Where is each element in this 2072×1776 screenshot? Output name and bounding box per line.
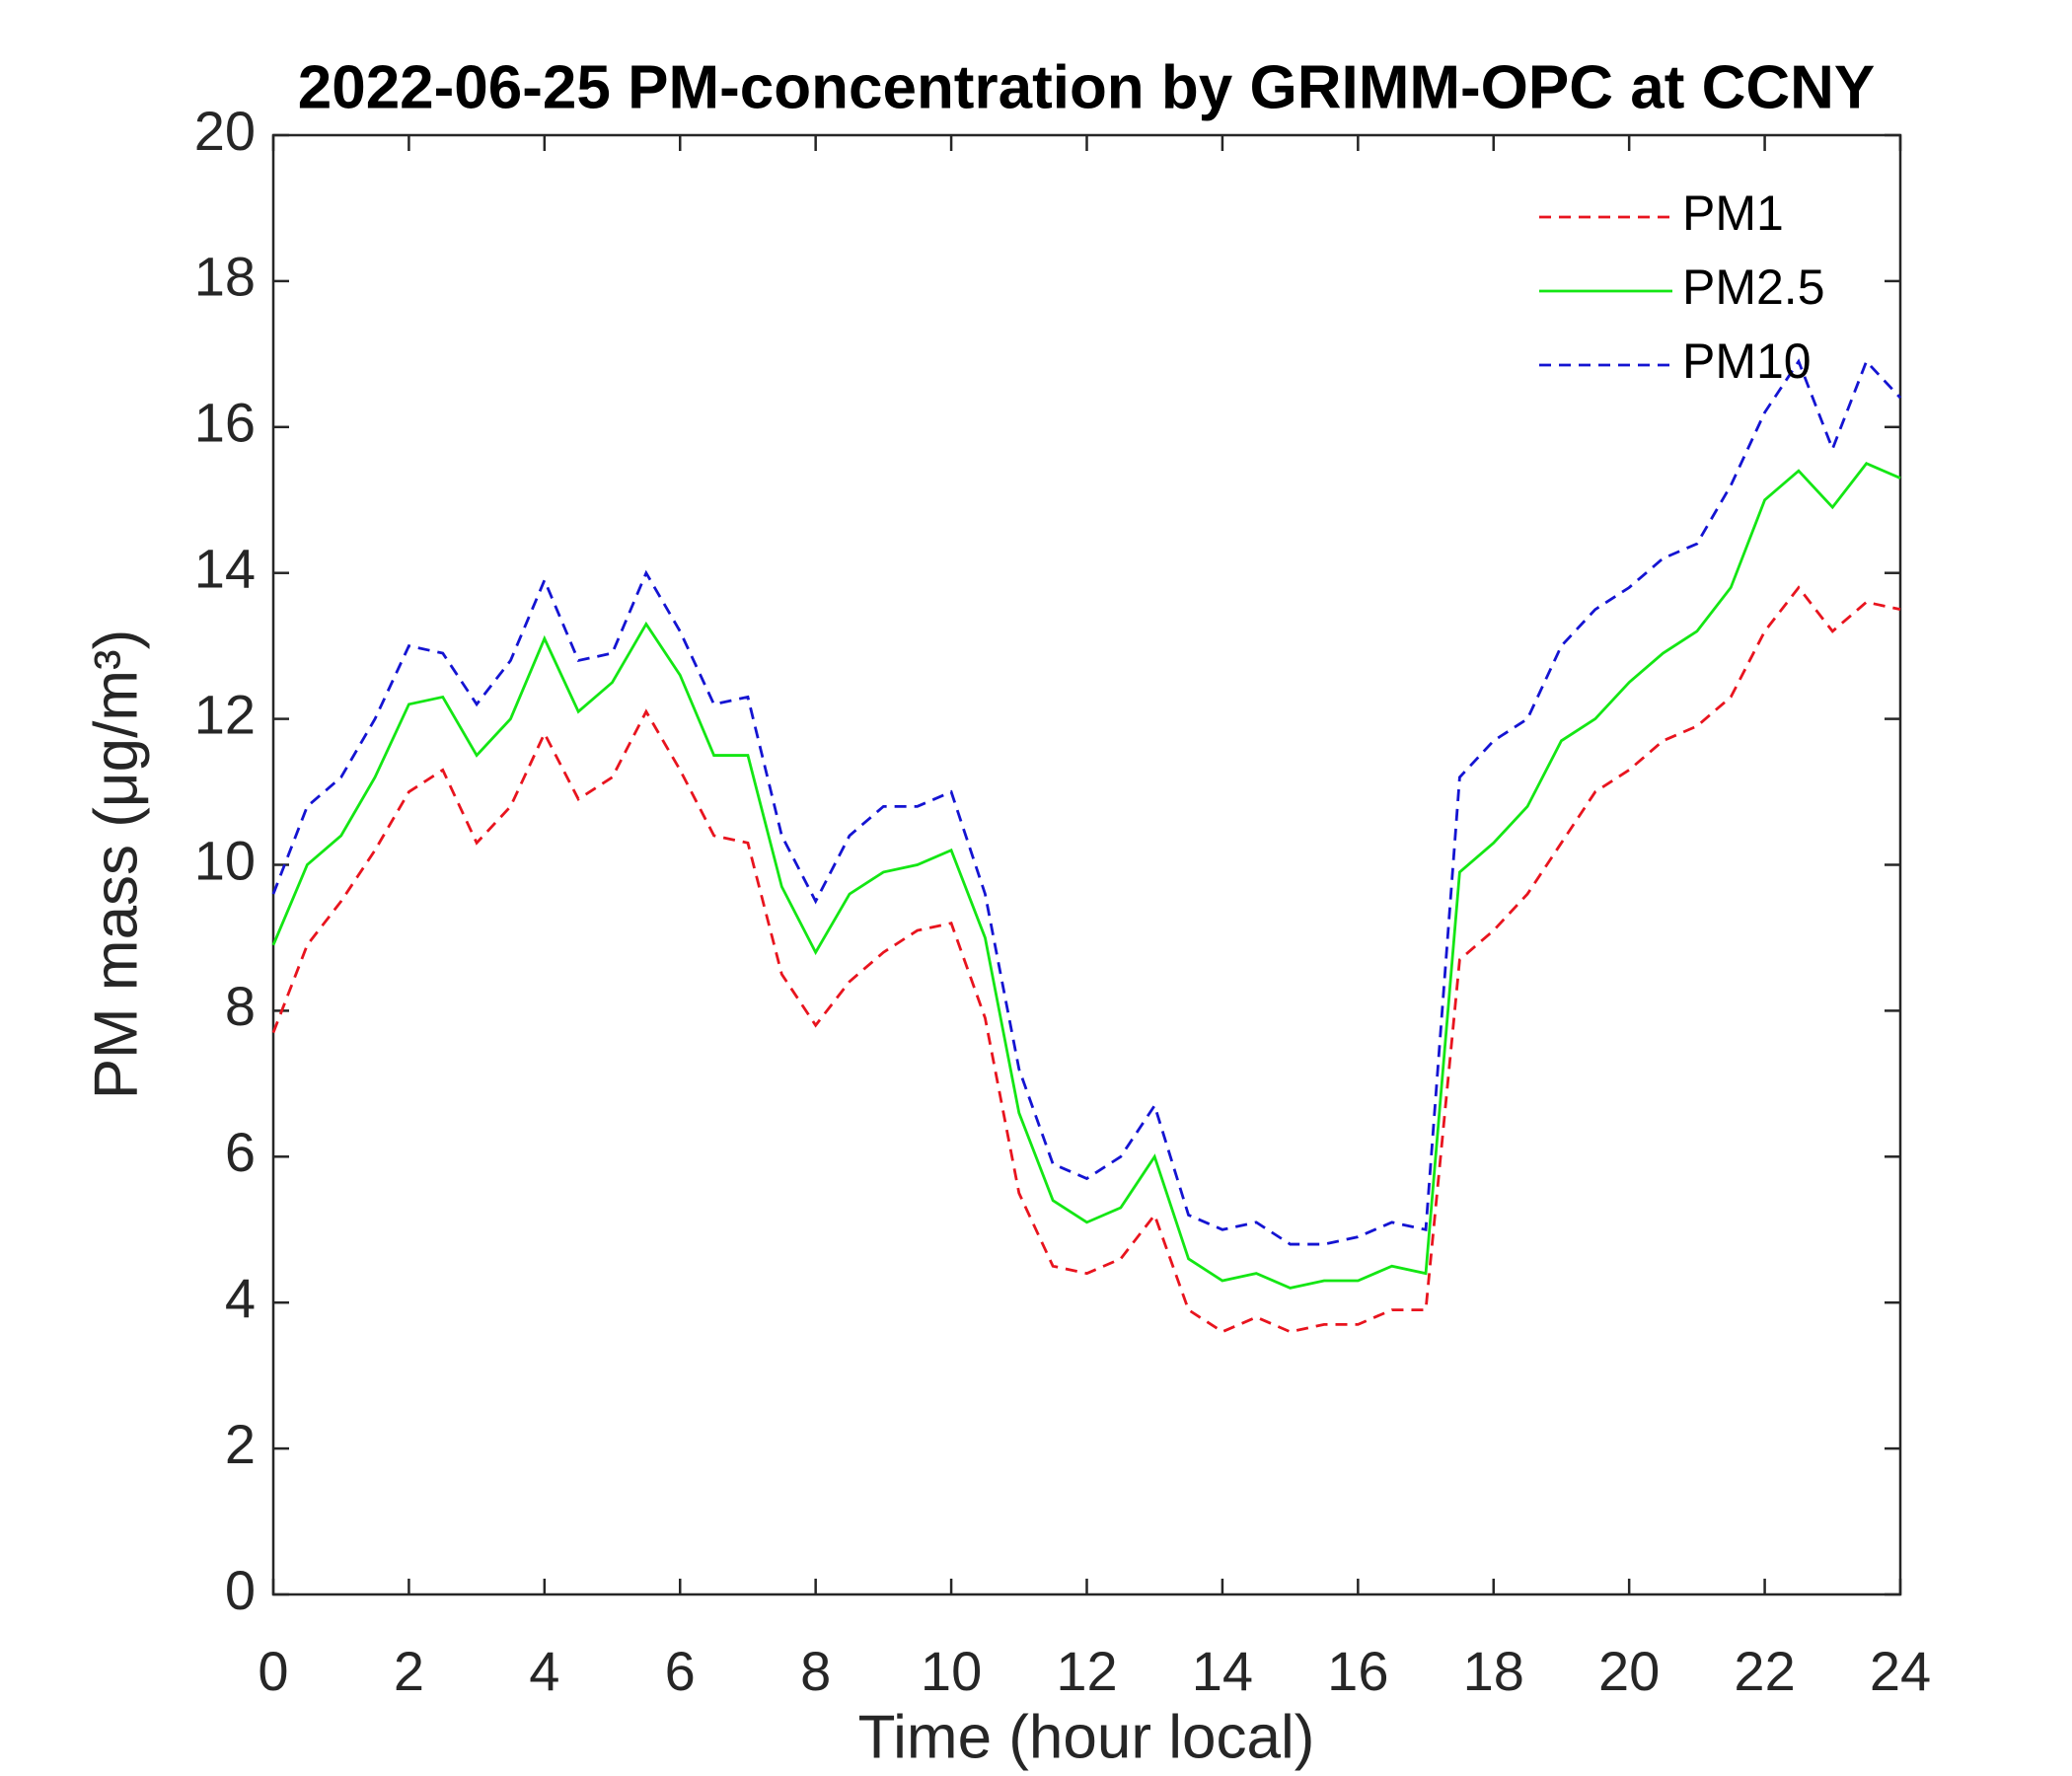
x-tick-label: 4 — [529, 1640, 559, 1702]
legend-label: PM2.5 — [1682, 259, 1825, 315]
y-tick-label: 10 — [194, 829, 256, 891]
x-tick-label: 24 — [1870, 1640, 1931, 1702]
y-tick-label: 16 — [194, 392, 256, 454]
y-tick-label: 4 — [225, 1267, 256, 1329]
x-tick-label: 6 — [665, 1640, 696, 1702]
x-tick-label: 22 — [1734, 1640, 1795, 1702]
x-tick-label: 18 — [1463, 1640, 1524, 1702]
y-tick-label: 12 — [194, 683, 256, 745]
x-tick-label: 14 — [1192, 1640, 1253, 1702]
y-tick-label: 14 — [194, 537, 256, 599]
x-tick-label: 20 — [1598, 1640, 1660, 1702]
x-tick-label: 12 — [1056, 1640, 1117, 1702]
legend-label: PM10 — [1682, 333, 1812, 389]
legend-label: PM1 — [1682, 185, 1784, 241]
y-tick-label: 8 — [225, 975, 256, 1037]
plot-frame — [271, 133, 1902, 1596]
x-tick-label: 0 — [258, 1640, 288, 1702]
series-line — [271, 585, 1901, 1334]
y-axis-label: PM mass (μg/m³) — [82, 629, 150, 1100]
chart-title: 2022-06-25 PM-concentration by GRIMM-OPC… — [298, 53, 1876, 121]
y-tick-label: 6 — [225, 1121, 256, 1183]
y-tick-label: 0 — [225, 1559, 256, 1621]
x-tick-label: 2 — [394, 1640, 424, 1702]
y-tick-label: 2 — [225, 1413, 256, 1475]
y-tick-label: 18 — [194, 246, 256, 308]
x-tick-label: 10 — [921, 1640, 982, 1702]
x-tick-label: 16 — [1327, 1640, 1388, 1702]
x-axis-label: Time (hour local) — [858, 1703, 1315, 1771]
series-line — [271, 358, 1902, 1246]
series-line — [271, 462, 1901, 1290]
y-tick-label: 20 — [194, 100, 256, 162]
x-tick-label: 8 — [800, 1640, 831, 1702]
